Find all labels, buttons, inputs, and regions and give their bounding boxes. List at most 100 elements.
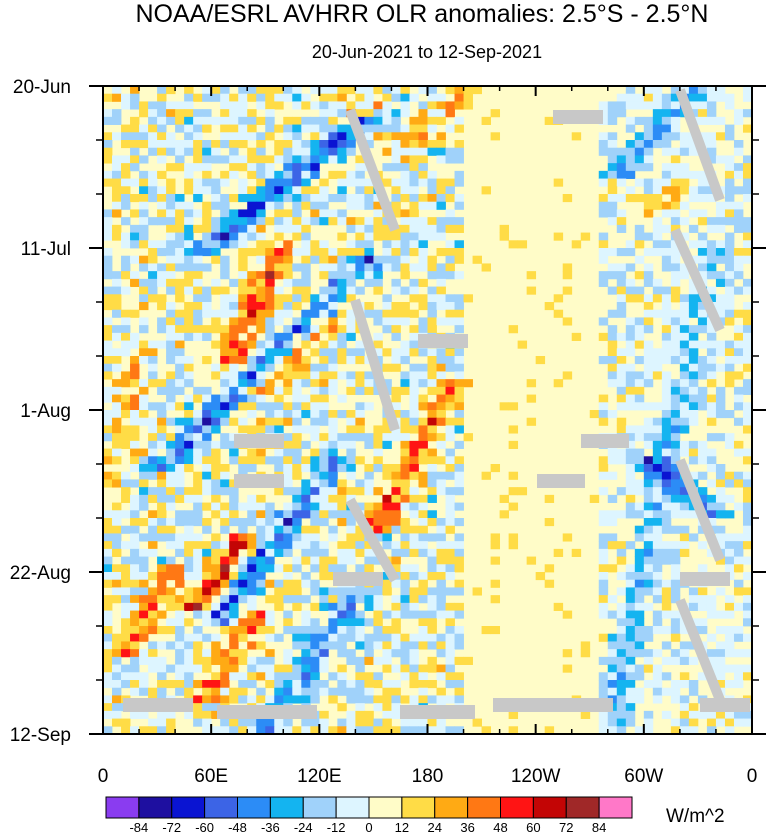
heatmap-cell	[328, 564, 338, 573]
heatmap-cell	[616, 356, 627, 365]
heatmap-cell	[130, 417, 140, 426]
heatmap-cell	[724, 626, 735, 635]
heatmap-cell	[445, 379, 455, 388]
heatmap-cell	[166, 302, 176, 311]
heatmap-cell	[670, 356, 681, 365]
heatmap-cell	[265, 664, 275, 673]
heatmap-cell	[274, 224, 284, 233]
heatmap-cell	[607, 170, 618, 179]
heatmap-cell	[670, 394, 681, 403]
heatmap-cell	[697, 170, 708, 179]
heatmap-cell	[166, 386, 176, 395]
heatmap-cell	[598, 541, 609, 550]
heatmap-cell	[634, 340, 645, 349]
heatmap-cell	[301, 610, 311, 619]
heatmap-cell	[607, 155, 618, 164]
heatmap-cell	[319, 248, 329, 257]
heatmap-cell	[670, 464, 681, 473]
heatmap-cell	[364, 564, 374, 573]
heatmap-cell	[184, 371, 194, 380]
heatmap-cell	[688, 440, 699, 449]
heatmap-cell	[409, 132, 419, 141]
heatmap-cell	[112, 579, 122, 588]
heatmap-cell	[166, 248, 176, 257]
heatmap-cell	[661, 132, 672, 141]
heatmap-cell	[643, 710, 654, 719]
heatmap-cell	[706, 332, 717, 341]
heatmap-cell	[670, 502, 681, 511]
heatmap-cell	[364, 232, 374, 241]
heatmap-cell	[283, 564, 293, 573]
heatmap-cell	[724, 217, 735, 226]
heatmap-cell	[337, 155, 347, 164]
heatmap-cell	[688, 710, 699, 719]
heatmap-cell	[103, 224, 113, 233]
heatmap-cell	[229, 633, 239, 642]
heatmap-cell	[103, 680, 113, 689]
heatmap-cell	[679, 317, 690, 326]
heatmap-cell	[625, 510, 636, 519]
heatmap-cell	[229, 140, 239, 149]
heatmap-cell	[220, 224, 230, 233]
heatmap-cell	[598, 487, 609, 496]
heatmap-cell	[247, 587, 257, 596]
heatmap-cell	[436, 726, 446, 734]
heatmap-cell	[436, 363, 446, 372]
heatmap-cell	[229, 325, 239, 334]
heatmap-cell	[508, 471, 519, 480]
heatmap-cell	[220, 386, 230, 395]
heatmap-cell	[661, 332, 672, 341]
heatmap-cell	[238, 726, 248, 734]
heatmap-cell	[247, 86, 257, 95]
heatmap-cell	[643, 487, 654, 496]
heatmap-cell	[130, 556, 140, 565]
heatmap-cell	[292, 587, 302, 596]
heatmap-cell	[616, 649, 627, 658]
heatmap-cell	[652, 124, 663, 133]
heatmap-cell	[499, 232, 510, 241]
heatmap-cell	[625, 456, 636, 465]
heatmap-cell	[445, 209, 455, 218]
heatmap-cell	[112, 664, 122, 673]
heatmap-cell	[139, 410, 149, 419]
heatmap-cell	[445, 548, 455, 557]
heatmap-cell	[238, 86, 248, 95]
heatmap-cell	[409, 201, 419, 210]
heatmap-cell	[598, 680, 609, 689]
heatmap-cell	[337, 340, 347, 349]
heatmap-cell	[292, 278, 302, 287]
heatmap-cell	[697, 325, 708, 334]
heatmap-cell	[166, 147, 176, 156]
heatmap-cell	[202, 147, 212, 156]
heatmap-cell	[112, 471, 122, 480]
heatmap-cell	[661, 541, 672, 550]
heatmap-cell	[427, 379, 437, 388]
heatmap-cell	[643, 572, 654, 581]
heatmap-cell	[652, 425, 663, 434]
heatmap-cell	[310, 456, 320, 465]
heatmap-cell	[427, 86, 437, 95]
heatmap-cell	[661, 348, 672, 357]
heatmap-cell	[112, 363, 122, 372]
heatmap-cell	[211, 726, 221, 734]
heatmap-cell	[427, 325, 437, 334]
heatmap-cell	[130, 101, 140, 110]
heatmap-cell	[175, 672, 185, 681]
heatmap-cell	[436, 217, 446, 226]
heatmap-cell	[166, 417, 176, 426]
heatmap-cell	[220, 433, 230, 442]
heatmap-cell	[175, 240, 185, 249]
heatmap-cell	[121, 325, 131, 334]
heatmap-cell	[427, 572, 437, 581]
heatmap-cell	[202, 564, 212, 573]
heatmap-cell	[652, 232, 663, 241]
heatmap-cell	[697, 255, 708, 264]
heatmap-cell	[427, 595, 437, 604]
colorbar-swatch	[269, 796, 304, 819]
heatmap-cell	[400, 471, 410, 480]
heatmap-cell	[202, 587, 212, 596]
heatmap-cell	[445, 194, 455, 203]
heatmap-cell	[211, 510, 221, 519]
heatmap-cell	[391, 610, 401, 619]
heatmap-cell	[643, 271, 654, 280]
